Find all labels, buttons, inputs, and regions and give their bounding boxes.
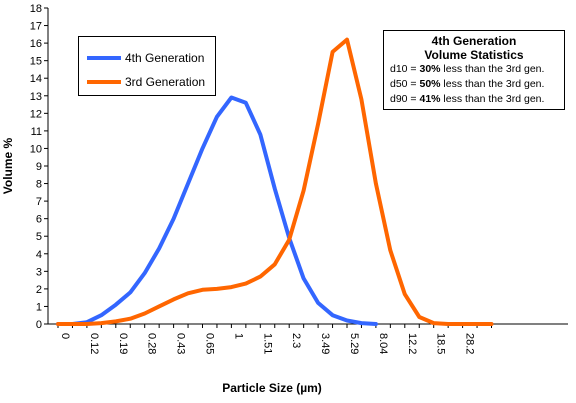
y-tick-label: 9 [36,161,42,173]
stats-d50-suffix: less than the 3rd gen. [440,78,545,90]
y-tick-label: 7 [36,196,42,208]
y-tick-label: 4 [36,249,42,261]
legend-label-3rd-generation: 3rd Generation [125,75,206,89]
y-axis-label: Volume % [1,137,15,194]
stats-title-line2: Volume Statistics [424,48,524,62]
stats-d90-suffix: less than the 3rd gen. [440,93,545,105]
stats-d50-prefix: d50 = [390,78,420,90]
x-tick-label: 5.29 [348,333,360,354]
legend-label-4th-generation: 4th Generation [125,51,205,65]
stats-d10-prefix: d10 = [390,63,420,75]
y-tick-label: 16 [30,38,42,50]
y-tick-label: 11 [31,126,42,138]
x-tick-label: 1.51 [261,333,273,354]
x-tick-label: 3.49 [319,333,331,354]
legend-swatch-4th-generation [87,56,121,60]
legend-swatch-3rd-generation [87,80,121,84]
stats-title-line1: 4th Generation [431,34,517,48]
stats-d90: d90 = 41% less than the 3rd gen. [384,92,564,107]
stats-d50: d50 = 50% less than the 3rd gen. [384,77,564,92]
y-tick-label: 10 [30,143,42,155]
x-axis: 0 0.12 0.19 0.28 0.43 0.65 1 1.51 2.3 3.49 5.29 8.0… [48,323,568,354]
x-tick-label: 0 [59,333,71,339]
y-tick-label: 17 [30,21,42,33]
legend: 4th Generation 3rd Generation [78,36,216,96]
stats-d10-suffix: less than the 3rd gen. [440,63,545,75]
y-tick-label: 18 [30,3,42,15]
statistics-annotation: 4th Generation Volume Statistics d10 = 3… [383,30,565,110]
y-tick-label: 0 [36,319,42,331]
legend-entry-3rd-generation: 3rd Generation [87,74,205,90]
stats-d10-value: 30% [419,63,441,75]
series-line-4th-generation [56,95,378,326]
x-tick-label: 1 [232,333,244,339]
x-tick-label: 2.3 [290,333,302,348]
x-axis-label: Particle Size (µm) [222,381,322,395]
series-lines [56,37,494,326]
y-tick-label: 2 [36,284,42,296]
legend-entry-4th-generation: 4th Generation [87,50,204,66]
series-line-3rd-generation [56,37,494,326]
stats-d90-value: 41% [419,93,441,105]
y-tick-label: 1 [36,301,42,313]
y-tick-label: 15 [30,56,42,68]
x-tick-label: 0.12 [88,333,100,354]
x-tick-label: 28.2 [464,333,476,354]
x-tick-label: 12.2 [406,333,418,354]
y-tick-label: 5 [36,231,42,243]
y-tick-label: 12 [30,108,42,120]
x-tick-label: 0.19 [117,333,129,354]
y-tick-label: 13 [30,91,42,103]
y-tick-label: 3 [36,266,42,278]
y-tick-label: 14 [30,73,42,85]
x-tick-label: 0.28 [146,333,158,354]
x-tick-label: 0.65 [204,333,216,354]
stats-d90-prefix: d90 = [390,93,420,105]
y-tick-label: 8 [36,179,42,191]
stats-d50-value: 50% [419,78,441,90]
x-tick-label: 18.5 [435,333,447,354]
y-tick-label: 6 [36,214,42,226]
x-tick-label: 0.43 [175,333,187,354]
x-tick-label: 8.04 [377,333,389,354]
stats-d10: d10 = 30% less than the 3rd gen. [384,62,564,77]
